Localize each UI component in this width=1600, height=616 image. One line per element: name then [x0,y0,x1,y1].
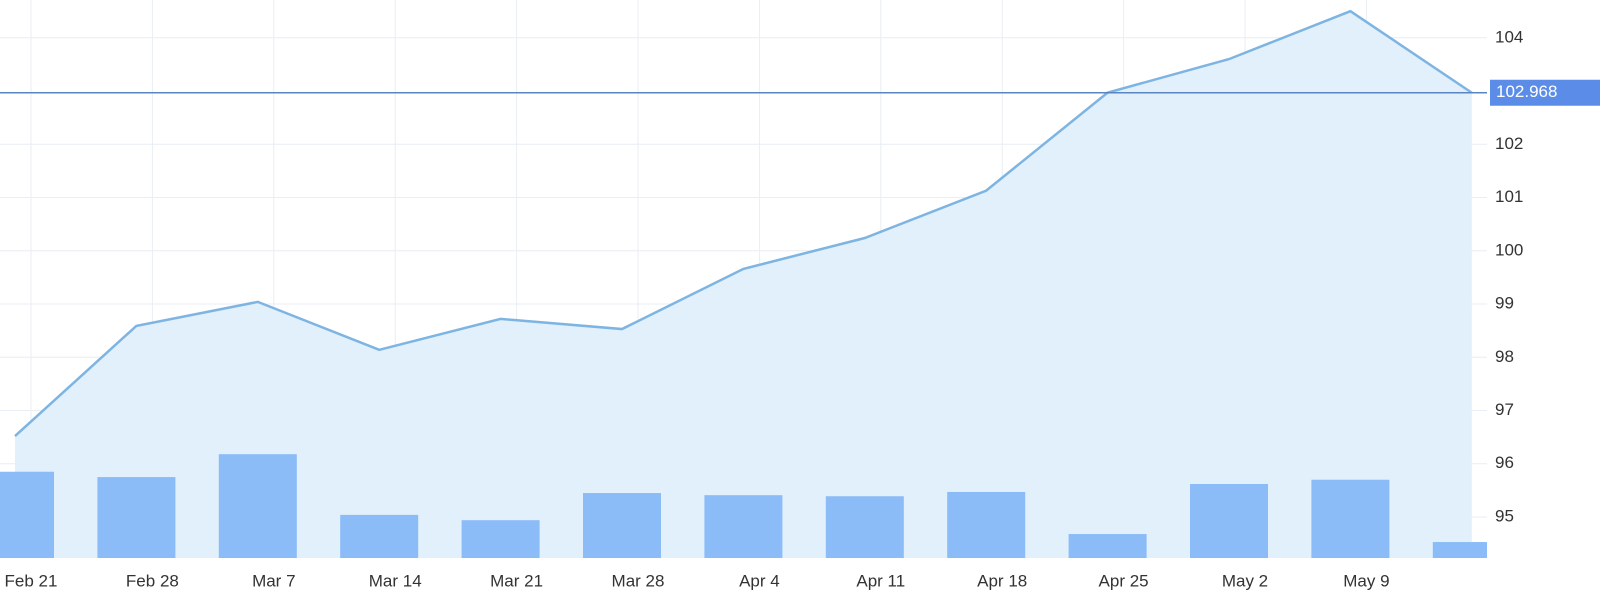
volume-bar [218,454,297,558]
y-tick-label: 104 [1495,27,1523,46]
y-tick-label: 100 [1495,240,1523,259]
price-line [14,9,1473,437]
x-tick-label: Mar 14 [369,571,422,590]
area [15,11,1472,559]
x-tick-label: Apr 25 [1099,571,1149,590]
volume-bar [704,495,783,558]
x-tick-label: Apr 18 [977,571,1027,590]
plot-area [0,9,1487,559]
y-tick-label: 102 [1495,134,1523,153]
volume-bar [1068,534,1147,558]
y-tick-label: 95 [1495,506,1514,525]
x-tick-label: Apr 4 [739,571,780,590]
y-tick-label: 98 [1495,347,1514,366]
y-tick-label: 101 [1495,187,1523,206]
y-tick-label: 97 [1495,400,1514,419]
current-value-label: 102.968 [1496,82,1557,101]
volume-bar [0,471,54,558]
volume-bar [1190,483,1268,558]
x-tick-label: Feb 21 [5,571,58,590]
x-tick-label: Mar 21 [490,571,543,590]
current-value-badge [1490,79,1600,106]
volume-bar [97,477,176,558]
y-tick-label: 96 [1495,453,1514,472]
volume-bar [583,493,661,558]
x-tick-label: Mar 28 [612,571,665,590]
x-tick-label: Apr 11 [856,571,905,590]
volume-bar [1432,542,1487,558]
x-tick-label: Mar 7 [252,571,295,590]
x-tick-label: Feb 28 [126,571,179,590]
axes: 95 96 97 98 99 100 101 102 104 Feb 21 Feb 28 Mar 7 M… [0,27,1600,590]
volume-bar [1311,479,1390,558]
y-tick-label: 99 [1495,294,1514,313]
volume-bar [947,491,1026,558]
volume-bar [340,514,419,558]
x-tick-label: May 9 [1343,571,1389,590]
volume-bar [461,520,540,558]
volume-bar [825,496,904,558]
x-tick-label: May 2 [1222,571,1268,590]
